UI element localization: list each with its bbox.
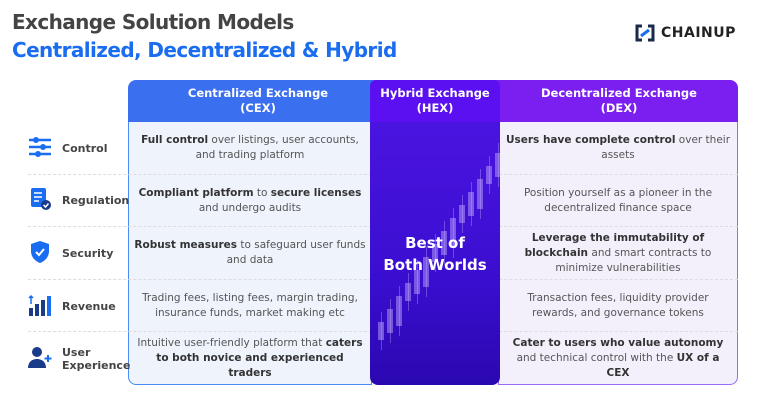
row-label-text: Revenue	[62, 299, 116, 313]
cex-cell: Trading fees, listing fees, margin tradi…	[128, 280, 372, 333]
brand-name: CHAINUP	[661, 25, 736, 41]
user-add-icon	[28, 345, 52, 372]
candle-body	[441, 231, 447, 255]
candle-wick	[461, 195, 463, 233]
cex-cell: Compliant platform to secure licenses an…	[128, 175, 372, 228]
candle-wick	[398, 286, 400, 336]
row-label: User Experience	[28, 332, 131, 385]
cell-text-segment: and smart contracts to minimize vulnerab…	[555, 246, 712, 274]
page-title: Exchange Solution Models	[12, 10, 294, 34]
cell-text-segment: Full control	[141, 134, 209, 147]
dex-cell: Users have complete control over their a…	[498, 122, 738, 175]
dex-cell: Transaction fees, liquidity provider rew…	[498, 280, 738, 333]
candle-wick	[389, 299, 391, 343]
cell-text-segment: over their assets	[601, 134, 731, 162]
cell-text-segment: Position yourself as a pioneer in the de…	[523, 186, 713, 214]
cell-text-segment: Users have complete control	[505, 134, 676, 147]
candle-body	[468, 192, 474, 216]
cell-text-segment: over listings, user accounts, and tradin…	[195, 134, 359, 162]
bar-chart-up-icon	[28, 293, 52, 320]
row-label-text: Control	[62, 141, 108, 155]
row-label-text: Security	[62, 246, 114, 260]
candle-body	[405, 283, 411, 301]
candle-wick	[470, 182, 472, 226]
brand-logo: CHAINUP	[634, 24, 736, 42]
candle-wick	[497, 143, 499, 187]
candle-body	[450, 218, 456, 248]
candle-wick	[488, 156, 490, 194]
candle-body	[396, 296, 402, 326]
dex-cell: Position yourself as a pioneer in the de…	[498, 175, 738, 228]
candle-body	[495, 153, 500, 177]
cell-text-segment: Trading fees, listing fees, margin tradi…	[142, 292, 358, 320]
row-label: Security	[28, 227, 128, 280]
candle-body	[414, 270, 420, 294]
cex-column	[128, 122, 372, 385]
dex-cell: Leverage the immutability of blockchain …	[498, 227, 738, 280]
header-hex-title: Hybrid Exchange	[380, 86, 490, 100]
hex-column: Best of Both Worlds	[370, 122, 500, 385]
cell-text-segment: Transaction fees, liquidity provider rew…	[527, 292, 709, 320]
header-cex: Centralized Exchange (CEX)	[128, 80, 388, 122]
cell-text-segment: Cater to users who value autonomy	[512, 337, 724, 350]
document-check-icon	[28, 187, 52, 214]
row-label: Revenue	[28, 280, 128, 333]
sliders-icon	[28, 136, 52, 161]
cex-cell: Full control over listings, user account…	[128, 122, 372, 175]
cell-text-segment: Leverage the immutability of blockchain	[524, 231, 705, 259]
cell-text-segment: Compliant platform	[138, 186, 254, 199]
dex-column	[498, 122, 738, 385]
candle-wick	[479, 169, 481, 219]
dex-cell: Cater to users who value autonomy and te…	[498, 332, 738, 385]
candle-wick	[443, 221, 445, 265]
page-subtitle: Centralized, Decentralized & Hybrid	[12, 38, 397, 62]
candle-body	[459, 205, 465, 223]
header-hex: Hybrid Exchange (HEX)	[370, 80, 500, 122]
cell-text-segment: and technical control with the	[516, 352, 677, 365]
hex-body-text: Best of Both Worlds	[383, 232, 486, 276]
candle-body	[387, 309, 393, 333]
header-cex-abbr: (CEX)	[240, 101, 276, 115]
cell-text-segment: secure licenses	[270, 186, 362, 199]
cell-text-segment: and undergo audits	[198, 201, 302, 214]
hex-body-line1: Best of	[405, 233, 465, 252]
candle-body	[432, 244, 438, 262]
candle-wick	[425, 247, 427, 297]
header-hex-abbr: (HEX)	[416, 101, 454, 115]
header-dex-abbr: (DEX)	[600, 101, 638, 115]
row-label-text: Regulation	[62, 194, 130, 208]
cell-text-segment: UX of a CEX	[606, 352, 720, 380]
table-row-regulation: Regulation Compliant platform to secure …	[28, 175, 738, 228]
header-dex: Decentralized Exchange (DEX)	[480, 80, 738, 122]
cell-text-segment: caters to both novice and experienced tr…	[156, 337, 363, 380]
candle-wick	[407, 273, 409, 311]
row-label: Control	[28, 122, 128, 175]
table-row-user-experience: User Experience Intuitive user-friendly …	[28, 332, 738, 385]
shield-check-icon	[28, 240, 52, 267]
cex-cell: Intuitive user-friendly platform that ca…	[128, 332, 372, 385]
candle-wick	[416, 260, 418, 304]
candle-wick	[380, 312, 382, 350]
candle-wick	[452, 208, 454, 258]
cell-text-segment: Robust measures	[134, 239, 238, 252]
candle-wick	[434, 234, 436, 272]
candle-body	[423, 257, 429, 287]
cell-text-segment: to safeguard user funds and data	[226, 239, 366, 267]
row-label-text: User Experience	[62, 345, 131, 372]
header-dex-title: Decentralized Exchange	[541, 86, 697, 100]
header-cex-title: Centralized Exchange	[187, 86, 329, 100]
candle-body	[486, 166, 492, 184]
chainup-logo-icon	[635, 24, 655, 42]
candle-body	[477, 179, 483, 209]
cell-text-segment: Intuitive user-friendly platform that	[137, 337, 326, 350]
candle-body	[378, 322, 384, 340]
row-label: Regulation	[28, 175, 130, 228]
cell-text-segment: to	[253, 186, 271, 199]
cex-cell: Robust measures to safeguard user funds …	[128, 227, 372, 280]
hex-body-line2: Both Worlds	[383, 255, 487, 274]
